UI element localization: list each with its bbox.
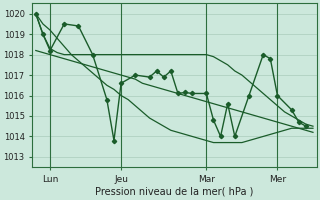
X-axis label: Pression niveau de la mer( hPa ): Pression niveau de la mer( hPa )	[95, 187, 253, 197]
